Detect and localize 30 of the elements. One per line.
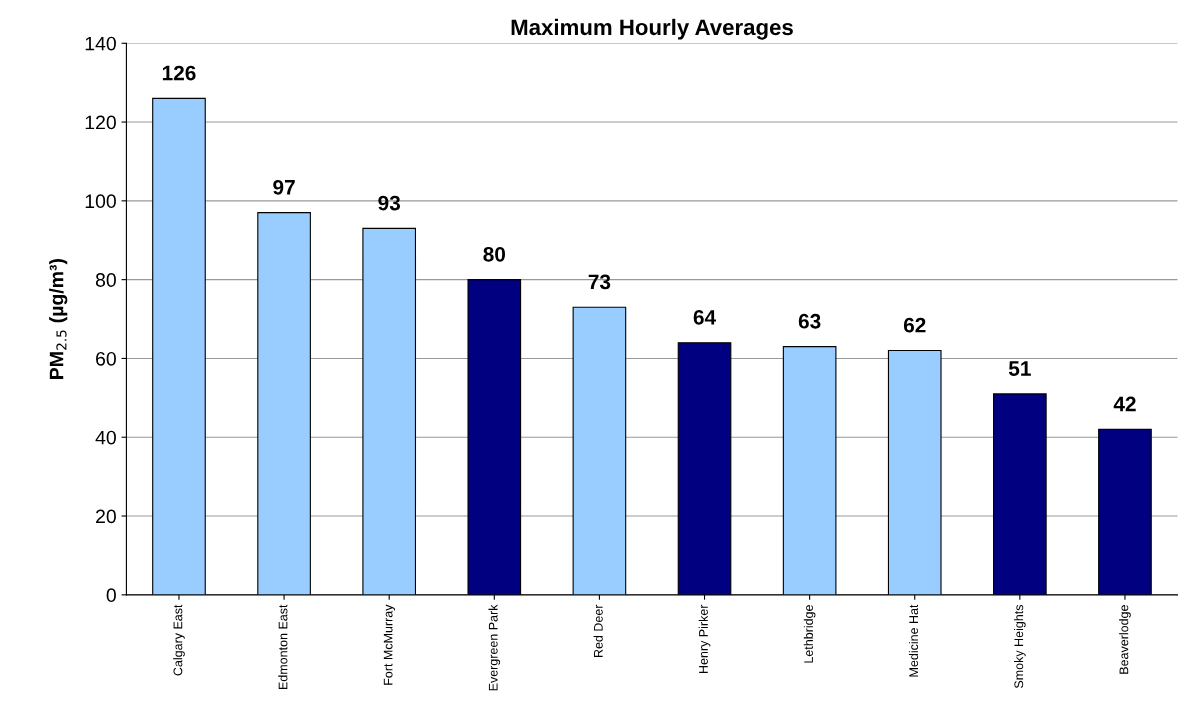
data-label: 42 (1113, 396, 1136, 412)
data-label: 51 (1008, 361, 1031, 376)
y-tick-label: 20 (96, 509, 116, 524)
x-tick-label: Evergreen Park (488, 604, 501, 691)
x-tick-label: Fort McMurray (383, 604, 396, 685)
data-label: 64 (693, 309, 716, 325)
data-label: 63 (798, 313, 821, 329)
data-label: 62 (903, 317, 926, 333)
y-tick-label: 60 (96, 351, 116, 366)
x-tick-label: Medicine Hat (908, 604, 919, 677)
x-tick-label: Edmonton East (278, 604, 288, 689)
data-label: 93 (378, 195, 401, 211)
x-tick-label: Beaverlodge (1119, 605, 1131, 674)
y-tick-label: 140 (85, 36, 116, 51)
y-tick-label: 120 (85, 115, 116, 130)
data-label: 73 (588, 274, 611, 290)
chart-title: Maximum Hourly Averages (511, 18, 793, 40)
x-tick-label: Lethbridge (803, 605, 816, 663)
data-label: 97 (273, 179, 295, 195)
y-tick-label: 0 (106, 588, 116, 603)
y-tick-label: 100 (85, 194, 116, 209)
data-label: 126 (162, 65, 196, 81)
y-tick-label: 40 (95, 430, 116, 445)
x-tick-label: Calgary East (173, 604, 185, 676)
x-tick-label: Henry Pirker (698, 604, 711, 673)
x-tick-label: Red Deer (593, 604, 603, 658)
y-tick-label: 80 (95, 273, 116, 287)
data-label: 80 (483, 246, 506, 262)
x-tick-label: Smoky Heights (1014, 605, 1026, 689)
y-axis-title: PM$_{2.5}$ (µg/m³) (49, 259, 68, 379)
